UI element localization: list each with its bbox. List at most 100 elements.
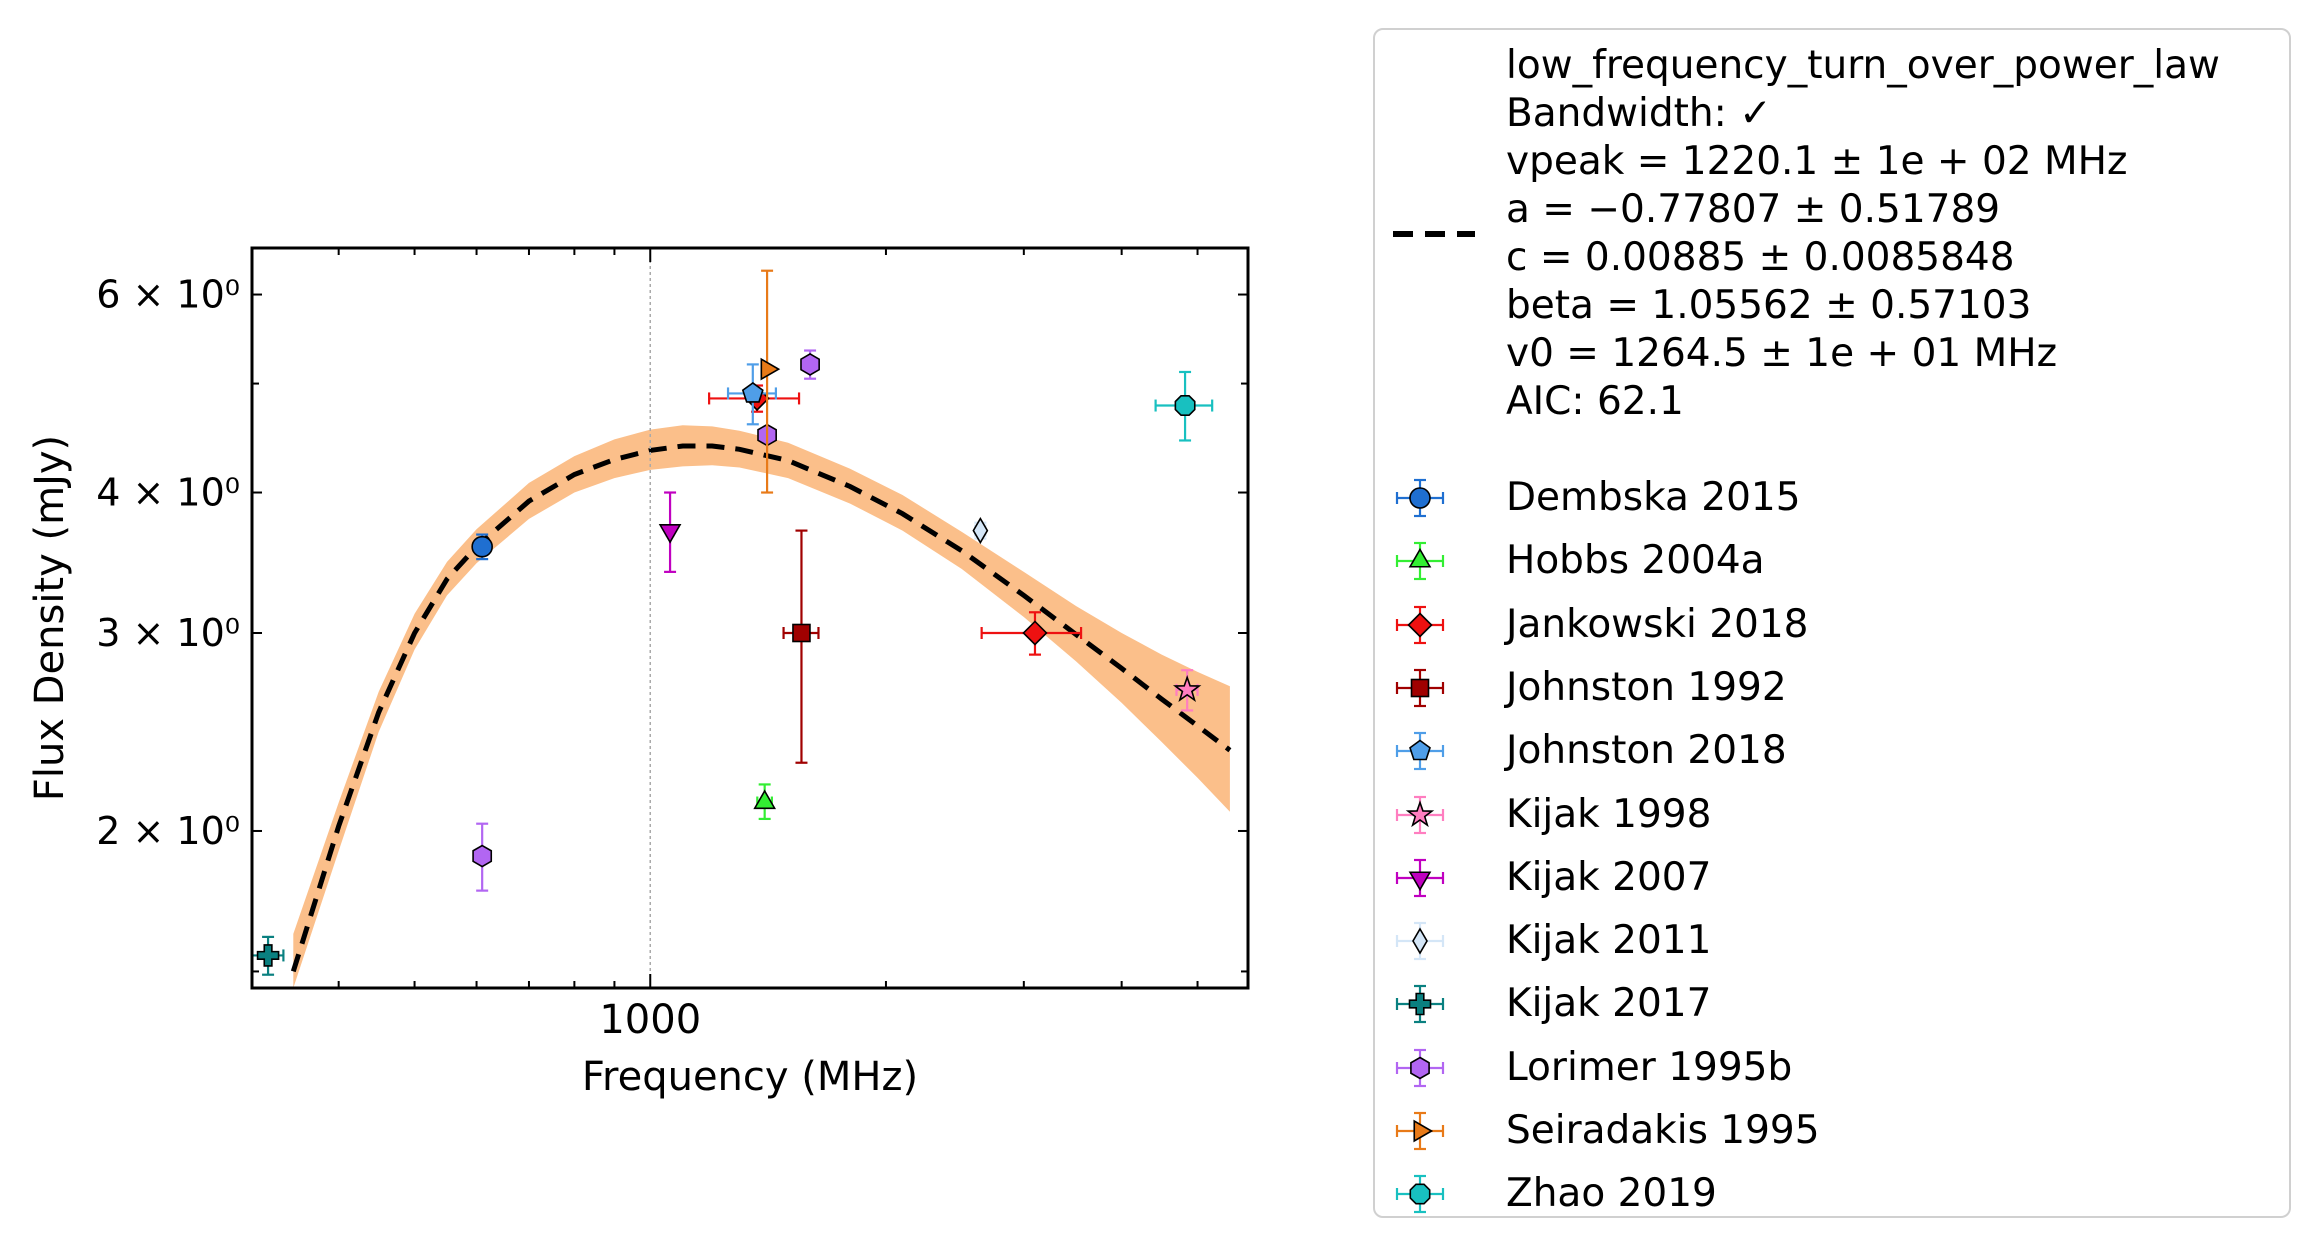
legend-marker-johnston-1992 (1395, 668, 1445, 707)
axis-ticks-layer: 1000 2 × 10⁰ 3 × 10⁰ 4 × 10⁰ 6 × 10⁰ (96, 248, 1248, 1043)
data-point-kijak-2007-1 (658, 524, 682, 544)
data-point-johnston-2018-1 (741, 381, 764, 403)
data-point-hobbs-2004a-1 (753, 789, 777, 810)
legend-marker-dembska-2015 (1395, 478, 1445, 518)
legend-label: Johnston 1992 (1506, 664, 1787, 710)
legend-entry-hobbs-2004a: Hobbs 2004a (1375, 531, 2275, 591)
chart: 1000 2 × 10⁰ 3 × 10⁰ 4 × 10⁰ 6 × 10⁰ Frequen… (27, 246, 1250, 1100)
fit-summary-line: vpeak = 1220.1 ± 1e + 02 MHz (1506, 139, 2128, 184)
legend-marker-hobbs-2004a (1395, 542, 1445, 581)
fit-summary-line: low_frequency_turn_over_power_law (1506, 43, 2220, 88)
fit-summary-line: v0 = 1264.5 ± 1e + 01 MHz (1506, 331, 2058, 376)
data-point-kijak-2011-1 (972, 517, 989, 545)
legend-label: Hobbs 2004a (1506, 538, 1765, 584)
series-lorimer-1995b (472, 349, 820, 892)
legend-label: Johnston 2018 (1506, 728, 1787, 774)
data-points-layer (250, 269, 1214, 976)
series-zhao-2019 (1154, 370, 1214, 442)
legend-marker-lorimer-1995b-shape (1410, 1056, 1430, 1080)
legend-entry-jankowski-2018: Jankowski 2018 (1375, 595, 2275, 655)
fit-curve-layer (290, 443, 1232, 973)
legend-marker-hobbs-2004a-shape (1408, 548, 1432, 568)
fit-curve (290, 443, 1232, 973)
legend-label: Dembska 2015 (1506, 475, 1801, 520)
plot-frame (250, 246, 1250, 990)
y-tick-label: 3 × 10⁰ (96, 611, 240, 655)
legend-marker-jankowski-2018 (1395, 605, 1445, 644)
legend-entry-dembska-2015: Dembska 2015 (1375, 468, 2275, 528)
legend-entry-kijak-2011: Kijak 2011 (1375, 911, 2275, 971)
legend: low_frequency_turn_over_power_law Bandwid… (1373, 28, 2291, 1218)
legend-marker-jankowski-2018-shape (1407, 611, 1433, 638)
series-hobbs-2004a (753, 783, 777, 821)
data-point-lorimer-1995b-3 (800, 352, 820, 376)
legend-marker-kijak-2011-shape (1412, 927, 1428, 955)
legend-label: Kijak 2011 (1506, 918, 1712, 964)
legend-marker-lorimer-1995b (1395, 1048, 1445, 1087)
legend-marker-kijak-1998 (1395, 795, 1445, 834)
legend-entry-johnston-2018: Johnston 2018 (1375, 721, 2275, 781)
series-dembska-2015 (471, 533, 493, 561)
legend-label: Kijak 1998 (1506, 791, 1712, 837)
data-point-dembska-2015-1 (471, 535, 493, 558)
legend-marker-kijak-1998-shape (1405, 799, 1435, 827)
legend-marker-kijak-2017 (1395, 985, 1445, 1024)
data-point-kijak-1998-1 (1172, 674, 1202, 702)
y-error-bar-seiradakis-1995 (761, 269, 774, 494)
data-point-seiradakis-1995-1 (760, 357, 781, 381)
legend-marker-kijak-2007-shape (1408, 871, 1432, 891)
legend-label: Kijak 2017 (1506, 981, 1712, 1027)
series-kijak-2011 (972, 517, 989, 545)
y-tick-label: 4 × 10⁰ (96, 471, 240, 515)
series-kijak-2007 (658, 491, 682, 573)
y-tick-label: 6 × 10⁰ (96, 273, 240, 317)
legend-label: Seiradakis 1995 (1506, 1108, 1820, 1153)
legend-entry-kijak-2007: Kijak 2007 (1375, 848, 2275, 908)
legend-marker-johnston-2018 (1395, 732, 1445, 771)
y-tick-label: 2 × 10⁰ (96, 809, 240, 853)
data-point-jankowski-2018-2 (1022, 620, 1048, 646)
series-johnston-2018 (726, 363, 777, 426)
legend-label: Lorimer 1995b (1506, 1044, 1793, 1090)
fit-summary: low_frequency_turn_over_power_law Bandwid… (1506, 42, 2220, 426)
fit-summary-line: c = 0.00885 ± 0.0085848 (1506, 235, 2015, 280)
legend-label: Zhao 2019 (1506, 1171, 1717, 1217)
legend-entry-johnston-1992: Johnston 1992 (1375, 658, 2275, 718)
legend-marker-kijak-2017-shape (1408, 993, 1432, 1016)
y-axis-label: Flux Density (mJy) (27, 435, 73, 801)
y-error-bar-johnston-1992 (795, 529, 808, 764)
legend-entry-lorimer-1995b: Lorimer 1995b (1375, 1038, 2275, 1098)
series-kijak-1998 (1172, 669, 1202, 712)
legend-marker-johnston-2018-shape (1409, 739, 1431, 761)
series-johnston-1992 (782, 529, 820, 764)
legend-label: Jankowski 2018 (1506, 601, 1809, 647)
legend-marker-zhao-2019 (1395, 1175, 1445, 1214)
legend-marker-kijak-2011 (1395, 921, 1445, 961)
legend-entry-kijak-1998: Kijak 1998 (1375, 785, 2275, 845)
series-seiradakis-1995 (760, 269, 781, 494)
legend-entry-kijak-2017: Kijak 2017 (1375, 974, 2275, 1034)
legend-marker-dembska-2015-shape (1409, 487, 1431, 509)
legend-entry-zhao-2019: Zhao 2019 (1375, 1164, 2275, 1224)
fit-uncertainty-band (293, 425, 1230, 988)
legend-marker-seiradakis-1995 (1395, 1111, 1445, 1151)
data-point-lorimer-1995b-1 (472, 844, 493, 868)
legend-label: Kijak 2007 (1506, 854, 1712, 900)
fit-summary-line: beta = 1.05562 ± 0.57103 (1506, 283, 2032, 328)
data-point-kijak-2017-1 (256, 944, 280, 967)
fit-summary-line: Bandwidth: ✓ (1506, 91, 1772, 136)
data-point-zhao-2019-1 (1174, 395, 1196, 417)
legend-marker-zhao-2019-shape (1409, 1183, 1431, 1205)
series-kijak-2017 (250, 935, 285, 976)
x-axis-label: Frequency (MHz) (582, 1054, 918, 1100)
fit-summary-line: AIC: 62.1 (1506, 379, 1684, 424)
fit-uncertainty-band-layer (293, 425, 1230, 988)
legend-marker-johnston-1992-shape (1410, 678, 1430, 698)
fit-line-swatch (1393, 231, 1475, 237)
legend-marker-kijak-2007 (1395, 858, 1445, 897)
legend-marker-seiradakis-1995-shape (1413, 1119, 1434, 1143)
legend-entry-seiradakis-1995: Seiradakis 1995 (1375, 1101, 2275, 1161)
data-point-johnston-1992-1 (792, 623, 811, 643)
x-tick-label: 1000 (599, 997, 701, 1043)
fit-summary-line: a = −0.77807 ± 0.51789 (1506, 187, 2001, 232)
